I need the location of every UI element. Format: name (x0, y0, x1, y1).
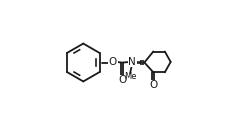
Text: O: O (109, 57, 117, 67)
Text: O: O (118, 75, 126, 85)
Text: N: N (128, 57, 136, 67)
Text: O: O (149, 80, 157, 90)
Text: Me: Me (124, 72, 136, 81)
